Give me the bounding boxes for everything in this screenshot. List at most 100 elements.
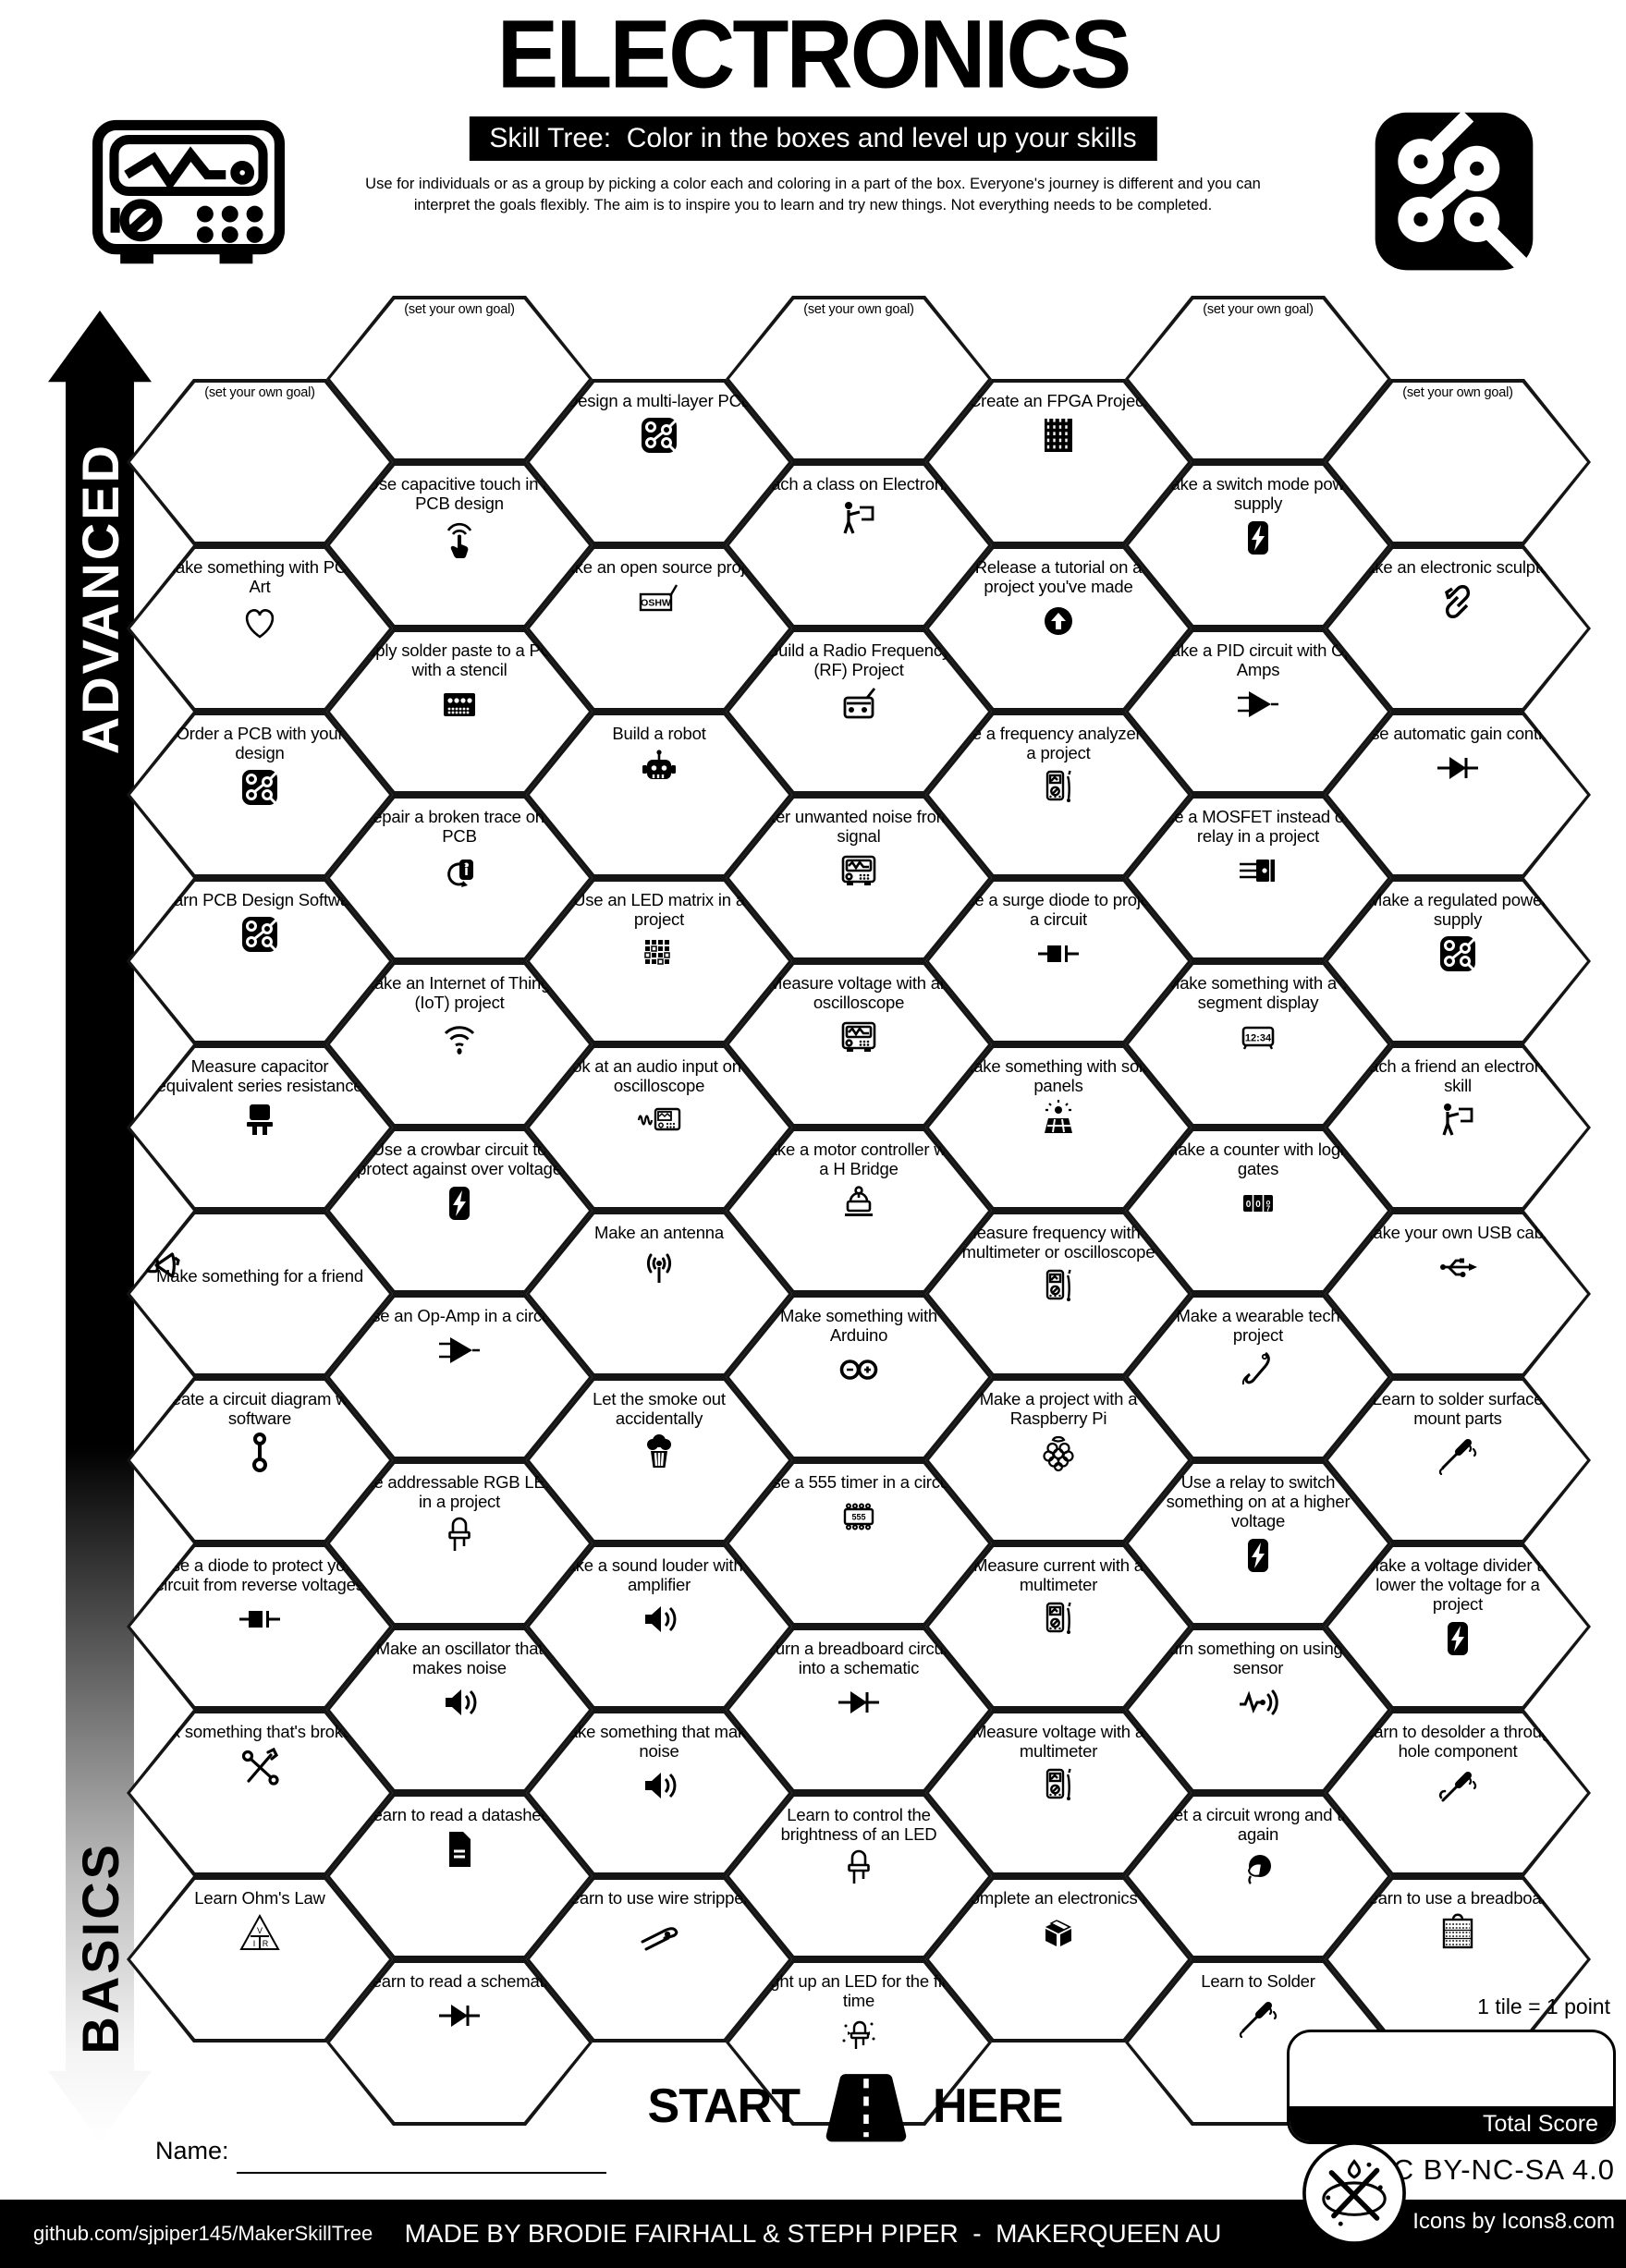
hex-set-your-own-goal: (set your own goal) bbox=[1125, 296, 1391, 462]
hex-label: Learn to desolder a through hole compone… bbox=[1355, 1722, 1560, 1762]
hex-make-a-project-with-a-raspberry-pi: Make a project with a Raspberry Pi bbox=[925, 1377, 1192, 1543]
trace-repair-icon bbox=[437, 848, 482, 893]
hex-make-your-own-usb-cable: Make your own USB cable bbox=[1325, 1211, 1591, 1377]
hex-label: Measure voltage with a multimeter bbox=[972, 1722, 1144, 1762]
solder-iron-icon bbox=[1436, 1431, 1480, 1476]
makerqueen-logo-icon bbox=[1300, 2139, 1409, 2248]
hex-make-something-with-solar-panels: Make something with solar panels bbox=[925, 1044, 1192, 1211]
facepalm-icon bbox=[1236, 1847, 1280, 1891]
pcb-logo-icon bbox=[1370, 107, 1538, 275]
speaker-icon bbox=[437, 1680, 482, 1725]
pcb-icon bbox=[1436, 932, 1480, 976]
hex-use-an-op-amp-in-a-circuit: Use an Op-Amp in a circuit bbox=[326, 1294, 593, 1460]
svg-text:I: I bbox=[253, 1939, 256, 1948]
hex-make-a-voltage-divider-to-lower-the-voltage-for-: Make a voltage divider to lower the volt… bbox=[1325, 1543, 1591, 1710]
oscilloscope-icon bbox=[837, 1015, 881, 1059]
bolt-badge-icon bbox=[1436, 1616, 1480, 1661]
hex-label: Look at an audio input on an oscilloscop… bbox=[554, 1056, 764, 1096]
start-here-marker: START HERE bbox=[638, 2070, 1072, 2142]
hex-label: Make something that makes noise bbox=[554, 1722, 764, 1762]
oshw-icon: OSHW bbox=[637, 579, 681, 624]
raspberry-pi-icon bbox=[1036, 1431, 1081, 1475]
hex-learn-to-read-a-datasheet: Learn to read a datasheet bbox=[326, 1793, 593, 1959]
hex-label: Use automatic gain control bbox=[1359, 724, 1557, 743]
led-sparks-icon bbox=[837, 2013, 881, 2057]
hex-fill-area bbox=[530, 1880, 789, 2039]
multimeter-icon bbox=[1036, 1597, 1081, 1641]
hex-teach-a-friend-an-electronics-skill: Teach a friend an electronics skill bbox=[1325, 1044, 1591, 1211]
led-icon bbox=[437, 1514, 482, 1558]
hex-fill-area bbox=[330, 1963, 589, 2122]
hex-label: Create a circuit diagram with software bbox=[153, 1389, 366, 1429]
hex-label: Create an FPGA Project bbox=[968, 391, 1149, 410]
total-score-label: Total Score bbox=[1290, 2106, 1613, 2141]
name-label: Name: bbox=[155, 2137, 229, 2164]
page-title: ELECTRONICS bbox=[496, 0, 1132, 109]
hex-label: (set your own goal) bbox=[1203, 302, 1314, 317]
fpga-icon bbox=[1036, 413, 1081, 457]
hex-label: Let the smoke out accidentally bbox=[593, 1389, 726, 1429]
hex-label: (set your own goal) bbox=[803, 302, 914, 317]
hex-label: Use a frequency analyzer for a project bbox=[951, 724, 1166, 763]
usb-icon bbox=[1436, 1245, 1480, 1289]
hex-fill-area bbox=[729, 299, 988, 458]
datasheet-icon bbox=[437, 1827, 482, 1872]
multimeter-icon bbox=[1036, 765, 1081, 810]
hex-label: Use a crowbar circuit to protect against… bbox=[357, 1140, 562, 1179]
start-label: START bbox=[647, 2079, 801, 2133]
hex-label: Learn PCB Design Software bbox=[154, 890, 365, 909]
hex-label: Repair a broken trace on a PCB bbox=[361, 807, 558, 847]
oscilloscope-logo-icon bbox=[88, 113, 289, 270]
hex-label: Use addressable RGB LEDs in a project bbox=[353, 1472, 566, 1512]
hex-teach-a-class-on-electronics: Teach a class on Electronics bbox=[726, 462, 992, 628]
bolt-badge-icon bbox=[437, 1181, 482, 1225]
diode-symbol-icon bbox=[437, 1994, 482, 2038]
hex-use-a-frequency-analyzer-for-a-project: Use a frequency analyzer for a project bbox=[925, 712, 1192, 878]
capacitor-icon bbox=[238, 1098, 282, 1142]
hex-label: Use a 555 timer in a circuit bbox=[760, 1472, 958, 1492]
hex-learn-to-use-wire-strippers: Learn to use wire strippers bbox=[526, 1876, 792, 2042]
hex-label: Apply solder paste to a PCB with a stenc… bbox=[355, 640, 564, 680]
seven-segment-icon: 12:34 bbox=[1236, 1015, 1280, 1059]
hex-label: Use a diode to protect your circuit from… bbox=[155, 1555, 364, 1595]
svg-text:555: 555 bbox=[851, 1513, 865, 1522]
sewing-needle-icon bbox=[1236, 1347, 1280, 1392]
teacher-icon bbox=[1436, 1098, 1480, 1142]
hex-label: Build a robot bbox=[612, 724, 706, 743]
github-link-text: github.com/sjpiper145/MakerSkillTree bbox=[33, 2222, 373, 2245]
hex-fill-area bbox=[530, 715, 789, 874]
hex-fill-area bbox=[729, 799, 988, 957]
hex-label: Design a multi-layer PCB bbox=[566, 391, 752, 410]
hex-turn-a-breadboard-circuit-into-a-schematic: Turn a breadboard circuit into a schemat… bbox=[726, 1627, 992, 1793]
smoke-icon bbox=[637, 1431, 681, 1475]
svg-text:o: o bbox=[1266, 1199, 1271, 1207]
name-blank-line bbox=[237, 2135, 606, 2174]
hex-label: Make something with solar panels bbox=[959, 1056, 1157, 1096]
multimeter-icon bbox=[1036, 1763, 1081, 1808]
led-icon bbox=[837, 1847, 881, 1891]
hex-set-your-own-goal: (set your own goal) bbox=[1325, 379, 1591, 545]
mosfet-icon bbox=[1236, 848, 1280, 893]
pcb-icon bbox=[637, 413, 681, 457]
advanced-axis-label: ADVANCED bbox=[70, 443, 129, 755]
hex-label: Measure current with a multimeter bbox=[973, 1555, 1143, 1595]
hex-label: Make a switch mode power supply bbox=[1156, 474, 1360, 514]
hex-label: Learn to read a datasheet bbox=[363, 1805, 556, 1824]
description-text: Use for individuals or as a group by pic… bbox=[365, 176, 1261, 214]
hex-label: Learn to solder surface mount parts bbox=[1372, 1389, 1544, 1429]
motor-icon bbox=[837, 1181, 881, 1225]
wire-stripper-icon bbox=[637, 1910, 681, 1955]
hex-label: Make something with PCB Art bbox=[161, 557, 359, 597]
hex-measure-frequency-with-a-multimeter-or-oscillosc: Measure frequency with a multimeter or o… bbox=[925, 1211, 1192, 1377]
hex-label: Make something with a 7 segment display bbox=[1165, 973, 1351, 1013]
hex-fill-area bbox=[929, 1880, 1188, 2039]
icons8-credit-text: Icons by Icons8.com bbox=[1412, 2209, 1615, 2234]
svg-text:12:34: 12:34 bbox=[1245, 1033, 1272, 1044]
diode-component-icon bbox=[1036, 932, 1081, 976]
touch-icon bbox=[437, 516, 482, 560]
op-amp-icon bbox=[1236, 682, 1280, 726]
desolder-icon bbox=[1436, 1763, 1480, 1808]
hex-fill-area bbox=[330, 799, 589, 957]
hex-label: Make an electronic sculpture bbox=[1351, 557, 1564, 577]
